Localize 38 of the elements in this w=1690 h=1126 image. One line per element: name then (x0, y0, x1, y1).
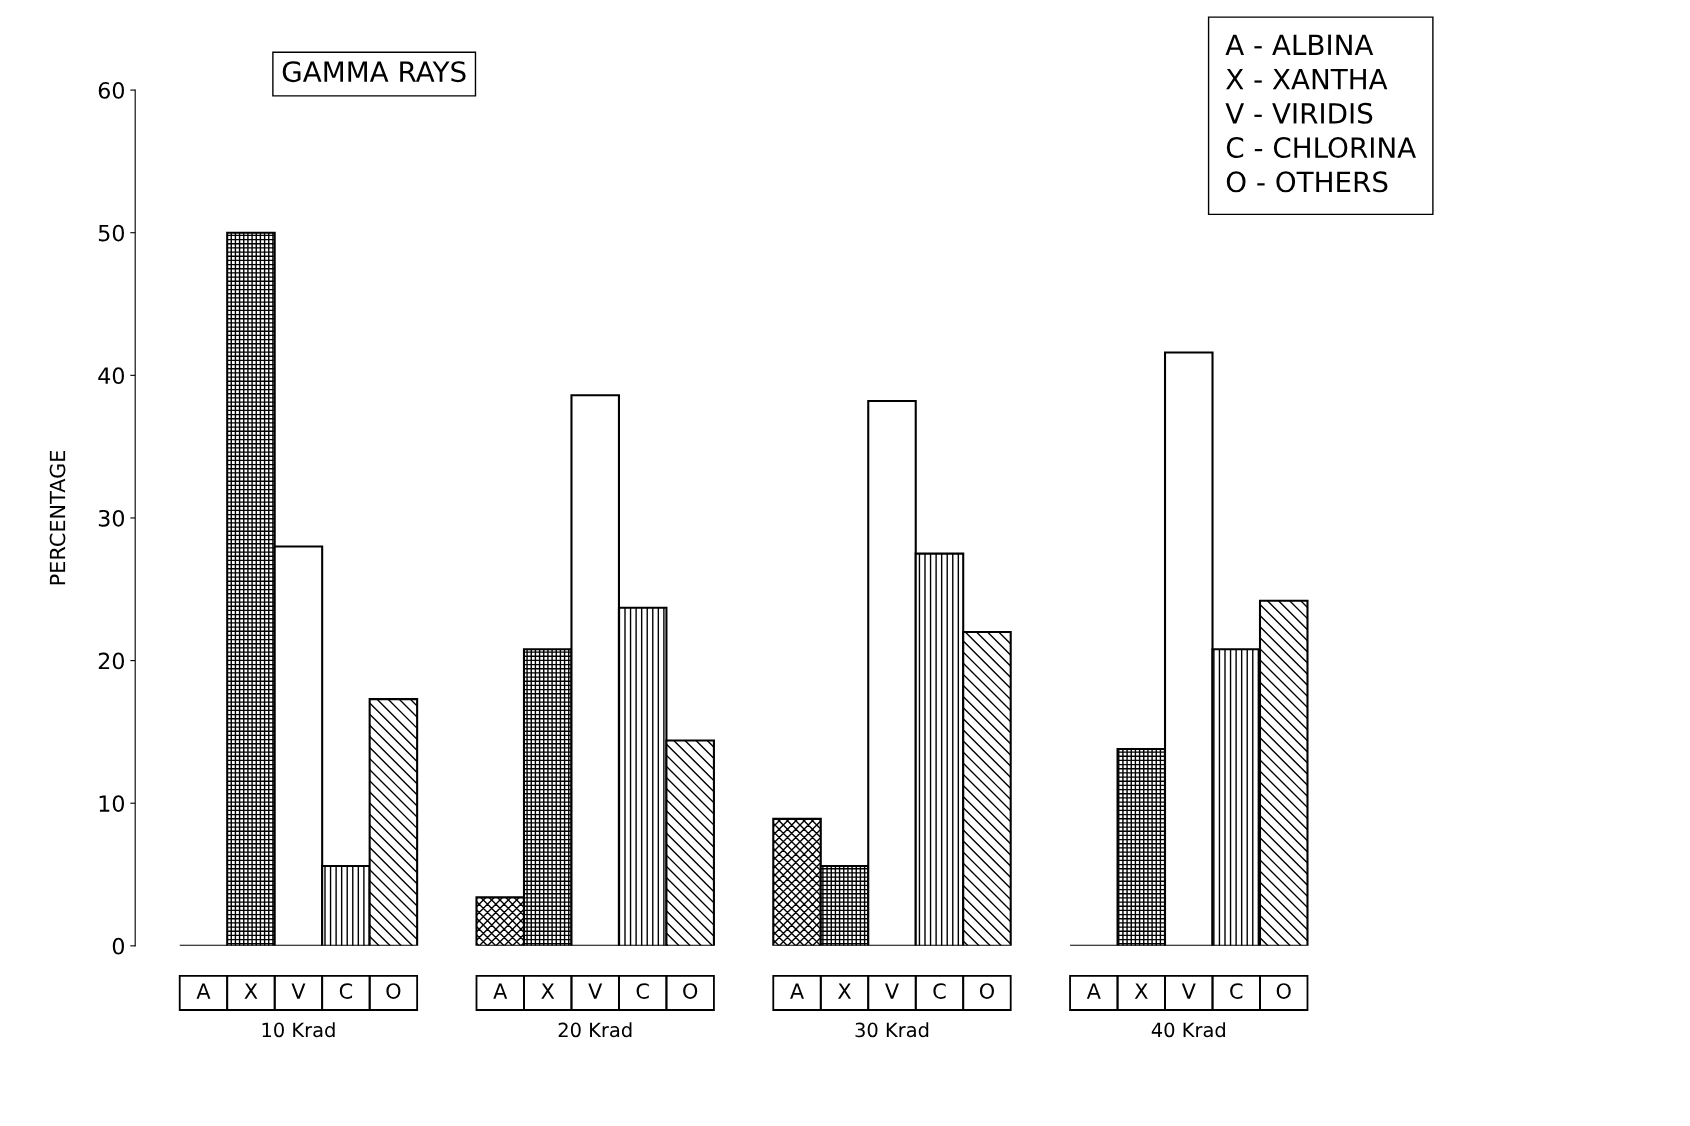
y-tick-label: 0 (112, 937, 124, 955)
text: V (588, 983, 603, 999)
text: O (386, 983, 401, 999)
text: X (1134, 983, 1148, 999)
x-tick-label: 10 Krad (262, 1022, 335, 1038)
x-tick-label: 30 Krad (855, 1022, 929, 1038)
text: X (244, 983, 258, 999)
x-tick-label: 20 Krad (558, 1022, 632, 1038)
annotation: C - CHLORINA (1226, 137, 1416, 159)
y-tick-label: 50 (98, 224, 124, 242)
y-tick-label: 40 (98, 367, 124, 385)
text: X (837, 983, 851, 999)
text: O (1276, 983, 1291, 999)
annotation: O - OTHERS (1226, 171, 1388, 193)
text: A (196, 983, 211, 999)
text: V (1181, 983, 1196, 999)
text: A (493, 983, 508, 999)
y-tick-label: 60 (98, 82, 124, 99)
y-tick-label: 20 (98, 652, 124, 670)
text: C (933, 983, 946, 999)
text: A (1086, 983, 1101, 999)
chart-title: GAMMA RAYS (282, 61, 466, 83)
annotation: V - VIRIDIS (1225, 102, 1373, 124)
text: C (339, 983, 353, 999)
text: X (541, 983, 555, 999)
text: V (885, 983, 899, 999)
text: C (636, 983, 649, 999)
y-tick-label: 30 (98, 509, 124, 527)
text: O (979, 983, 994, 999)
text: X - XANTHA (1226, 68, 1388, 90)
y-tick-label: 10 (99, 795, 124, 812)
text: A (790, 983, 804, 999)
text: A - ALBINA (1225, 34, 1374, 55)
text: C (1230, 983, 1243, 999)
x-tick-label: 40 Krad (1151, 1022, 1225, 1038)
text: O (683, 983, 698, 999)
text: V (291, 983, 306, 999)
y-axis-title: PERCENTAGE (49, 450, 66, 585)
